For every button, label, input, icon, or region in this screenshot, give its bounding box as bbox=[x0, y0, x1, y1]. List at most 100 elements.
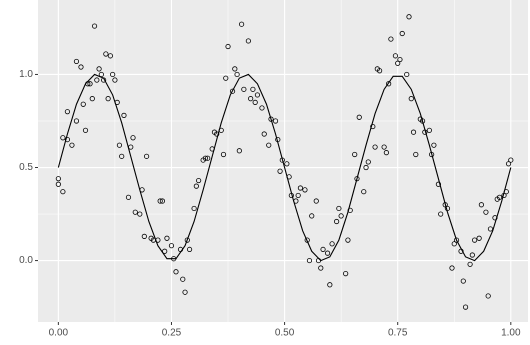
point bbox=[365, 159, 371, 165]
point bbox=[485, 293, 491, 299]
point bbox=[324, 250, 331, 256]
point bbox=[295, 192, 301, 199]
point bbox=[386, 81, 392, 87]
point bbox=[73, 58, 80, 65]
point bbox=[284, 161, 290, 167]
point bbox=[110, 71, 116, 78]
point bbox=[508, 157, 514, 163]
point bbox=[329, 241, 335, 247]
point bbox=[64, 136, 71, 143]
point bbox=[318, 265, 324, 271]
point bbox=[354, 176, 360, 182]
point bbox=[462, 304, 469, 310]
point bbox=[361, 189, 367, 195]
point bbox=[397, 56, 403, 63]
point bbox=[248, 96, 254, 102]
y-tick-label: 0.0 bbox=[19, 255, 33, 266]
point bbox=[467, 261, 473, 267]
point bbox=[476, 235, 482, 241]
point bbox=[91, 23, 98, 29]
point bbox=[236, 148, 242, 154]
point bbox=[302, 187, 308, 193]
point bbox=[381, 144, 387, 150]
point bbox=[254, 92, 261, 98]
point bbox=[345, 237, 351, 243]
point bbox=[404, 71, 410, 78]
point bbox=[261, 131, 267, 137]
point bbox=[309, 213, 315, 219]
point bbox=[406, 14, 412, 20]
point bbox=[112, 77, 118, 83]
point bbox=[438, 211, 444, 217]
point bbox=[69, 142, 75, 148]
y-tick-label: 0.5 bbox=[19, 162, 33, 173]
point bbox=[205, 155, 211, 161]
point bbox=[229, 88, 236, 94]
curve bbox=[57, 73, 512, 262]
point bbox=[239, 21, 245, 27]
point bbox=[388, 36, 394, 42]
point bbox=[157, 198, 163, 204]
point bbox=[173, 269, 179, 275]
x-tick-label: 1.00 bbox=[501, 328, 521, 339]
point bbox=[202, 155, 209, 161]
point bbox=[431, 142, 437, 148]
point bbox=[121, 112, 127, 118]
point bbox=[94, 77, 100, 83]
point bbox=[266, 142, 272, 148]
point bbox=[180, 276, 186, 282]
point bbox=[220, 151, 227, 158]
point bbox=[372, 144, 378, 150]
point bbox=[164, 235, 170, 241]
point bbox=[245, 38, 251, 44]
point bbox=[87, 81, 93, 87]
point bbox=[143, 153, 150, 159]
point bbox=[196, 177, 202, 184]
point bbox=[107, 53, 113, 59]
point bbox=[159, 198, 166, 204]
point bbox=[78, 64, 84, 70]
point bbox=[306, 257, 313, 264]
point bbox=[241, 86, 247, 92]
point bbox=[225, 43, 231, 50]
point bbox=[496, 194, 503, 200]
point bbox=[105, 96, 111, 102]
point bbox=[277, 168, 283, 174]
point bbox=[336, 205, 342, 212]
point bbox=[268, 116, 274, 122]
point bbox=[338, 213, 344, 219]
point bbox=[55, 181, 61, 187]
point bbox=[234, 71, 240, 78]
point bbox=[370, 123, 376, 130]
point bbox=[132, 209, 138, 215]
point bbox=[191, 205, 197, 212]
point bbox=[184, 237, 190, 243]
point bbox=[125, 194, 132, 200]
point bbox=[82, 127, 89, 133]
point bbox=[119, 153, 125, 159]
point bbox=[55, 176, 61, 182]
point bbox=[343, 271, 349, 277]
point bbox=[73, 118, 80, 124]
point bbox=[259, 105, 265, 111]
point bbox=[252, 99, 258, 105]
point bbox=[103, 51, 109, 57]
point bbox=[426, 127, 432, 133]
point bbox=[320, 246, 326, 253]
point bbox=[363, 164, 369, 171]
point bbox=[392, 53, 399, 59]
point bbox=[451, 241, 457, 247]
point bbox=[356, 114, 362, 120]
point bbox=[478, 202, 484, 208]
point bbox=[483, 209, 489, 215]
point bbox=[223, 75, 229, 81]
point bbox=[395, 60, 401, 66]
point bbox=[435, 181, 442, 187]
point bbox=[182, 289, 188, 295]
y-tick-label: 1.0 bbox=[19, 69, 33, 80]
point bbox=[399, 30, 405, 37]
point bbox=[214, 131, 220, 137]
point bbox=[130, 135, 136, 141]
point bbox=[232, 66, 238, 72]
